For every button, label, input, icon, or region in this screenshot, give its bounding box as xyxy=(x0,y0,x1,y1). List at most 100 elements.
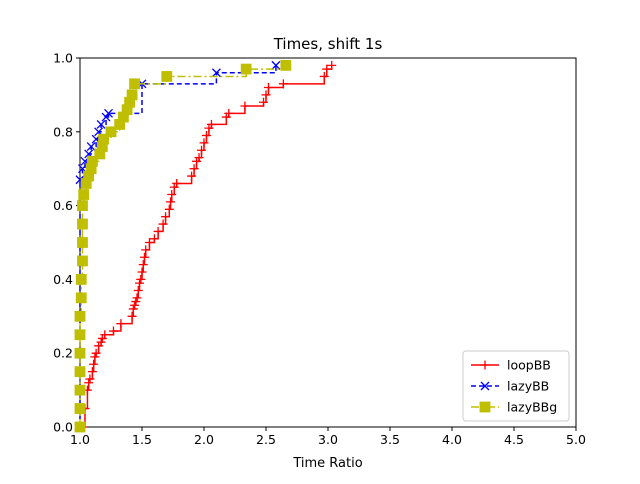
x-tick-label: 3.0 xyxy=(318,432,338,447)
data-point-loopBB xyxy=(91,348,101,358)
data-point-loopBB xyxy=(138,260,148,270)
data-point-loopBB xyxy=(132,293,142,303)
data-point-lazyBBg xyxy=(77,200,88,212)
y-tick-label: 0.2 xyxy=(53,346,73,361)
data-point-lazyBB xyxy=(96,119,106,129)
data-point-loopBB xyxy=(135,278,145,288)
data-point-loopBB xyxy=(131,297,141,307)
data-point-loopBB xyxy=(89,359,99,369)
x-tick-label: 4.0 xyxy=(442,432,462,447)
data-point-lazyBBg xyxy=(240,63,252,75)
data-point-loopBB xyxy=(108,326,118,336)
series-line-lazyBBg xyxy=(79,65,287,427)
data-point-loopBB xyxy=(161,212,171,222)
data-point-loopBB xyxy=(278,79,288,89)
data-point-loopBB xyxy=(85,374,95,384)
data-point-loopBB xyxy=(153,226,163,236)
legend: loopBB lazyBB lazyBBg xyxy=(462,350,570,422)
data-point-loopBB xyxy=(164,204,174,214)
data-point-loopBB xyxy=(130,300,140,310)
data-point-loopBB xyxy=(100,330,110,340)
data-point-lazyBBg xyxy=(74,384,86,396)
data-point-lazyBBg xyxy=(74,366,86,378)
x-tick-label: 1.5 xyxy=(132,432,152,447)
legend-label-loopBB: loopBB xyxy=(507,358,551,373)
data-point-loopBB xyxy=(197,145,207,155)
y-tick-label: 0.4 xyxy=(53,272,73,287)
data-point-lazyBBg xyxy=(75,273,87,285)
data-point-loopBB xyxy=(87,367,97,377)
data-point-lazyBB xyxy=(104,108,113,118)
x-tick-label: 2.5 xyxy=(256,432,276,447)
data-point-loopBB xyxy=(90,352,100,362)
data-point-loopBB xyxy=(319,71,329,81)
data-point-loopBB xyxy=(240,101,250,111)
x-tick-label: 3.5 xyxy=(380,432,400,447)
data-point-loopBB xyxy=(224,108,234,118)
data-point-lazyBBg xyxy=(75,292,87,304)
data-point-loopBB xyxy=(139,252,149,262)
legend-marker-lazyBBg xyxy=(479,401,491,413)
data-point-lazyBBg xyxy=(280,59,292,71)
data-point-lazyBBg xyxy=(87,155,98,167)
data-point-loopBB xyxy=(128,304,138,314)
data-point-lazyBBg xyxy=(77,237,88,248)
data-point-lazyBBg xyxy=(126,89,138,101)
series-lazyBB xyxy=(75,60,281,432)
data-point-loopBB xyxy=(96,337,106,347)
data-point-lazyBBg xyxy=(77,218,88,230)
data-point-loopBB xyxy=(194,153,204,163)
data-point-loopBB xyxy=(259,97,269,107)
y-tick-label: 0.0 xyxy=(53,420,73,435)
data-point-lazyBBg xyxy=(78,189,90,200)
data-point-lazyBBg xyxy=(74,347,86,359)
x-tick-label: 2.0 xyxy=(194,432,214,447)
series-loopBB xyxy=(75,60,337,432)
data-point-loopBB xyxy=(206,119,216,129)
legend-label-lazyBBg: lazyBBg xyxy=(507,400,557,415)
series-group xyxy=(74,59,337,433)
data-point-loopBB xyxy=(322,64,332,74)
x-tick-label: 1.0 xyxy=(70,432,90,447)
data-point-loopBB xyxy=(261,90,271,100)
data-point-loopBB xyxy=(172,178,182,188)
series-lazyBBg xyxy=(74,59,292,433)
data-point-lazyBBg xyxy=(105,126,117,138)
x-tick-label: 4.5 xyxy=(504,432,524,447)
chart-title: Times, shift 1s xyxy=(273,35,383,53)
data-point-loopBB xyxy=(166,197,176,207)
y-tick-label: 0.6 xyxy=(53,198,73,213)
data-point-loopBB xyxy=(137,267,147,277)
data-point-lazyBBg xyxy=(98,133,109,145)
series-line-lazyBB xyxy=(79,65,277,427)
data-point-loopBB xyxy=(149,234,159,244)
data-point-lazyBBg xyxy=(74,403,86,414)
data-point-loopBB xyxy=(187,171,197,181)
data-point-lazyBBg xyxy=(74,329,86,341)
data-point-loopBB xyxy=(127,311,137,321)
data-point-loopBB xyxy=(199,138,209,148)
data-point-loopBB xyxy=(201,130,211,140)
data-point-lazyBBg xyxy=(161,71,173,82)
data-point-lazyBB xyxy=(271,60,281,70)
x-axis-label: Time Ratio xyxy=(292,456,362,471)
data-point-lazyBBg xyxy=(74,421,86,433)
data-point-loopBB xyxy=(263,83,273,93)
data-point-loopBB xyxy=(133,285,143,295)
data-point-loopBB xyxy=(141,245,151,255)
legend-marker-lazyBB xyxy=(480,381,490,391)
data-point-loopBB xyxy=(189,164,199,174)
data-point-loopBB xyxy=(116,319,126,329)
data-point-loopBB xyxy=(327,60,337,70)
data-point-loopBB xyxy=(167,190,177,200)
y-tick-label: 1.0 xyxy=(53,51,73,66)
data-point-lazyBB xyxy=(211,68,221,78)
data-point-lazyBBg xyxy=(77,255,88,267)
data-point-loopBB xyxy=(136,274,146,284)
x-tick-label: 5.0 xyxy=(566,432,586,447)
data-point-lazyBBg xyxy=(74,310,86,322)
data-point-loopBB xyxy=(158,219,168,229)
data-point-lazyBB xyxy=(86,142,96,152)
